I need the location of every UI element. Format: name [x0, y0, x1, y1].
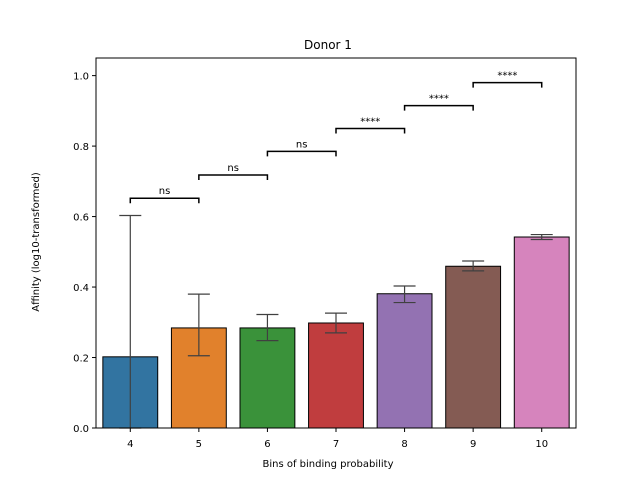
bar-8 [376, 293, 433, 429]
significance-bracket-8-9 [403, 104, 474, 111]
x-tick-label-10: 10 [535, 439, 548, 450]
x-tick-label-6: 6 [264, 439, 270, 450]
significance-bracket-7-8 [335, 127, 406, 134]
significance-label-4-5: ns [159, 186, 171, 197]
significance-bracket-5-6 [198, 174, 269, 180]
x-tick-label-4: 4 [127, 439, 133, 450]
significance-bracket-9-10 [472, 81, 543, 88]
x-tick-label-5: 5 [196, 439, 202, 450]
y-tick-label-0.6: 0.6 [73, 213, 89, 224]
bar-9 [445, 265, 502, 429]
significance-bracket-6-7 [266, 150, 337, 157]
y-tick-label-0.8: 0.8 [73, 142, 89, 153]
y-tick-label-0.0: 0.0 [73, 424, 89, 435]
significance-bracket-4-5 [129, 197, 200, 204]
x-axis-label: Bins of binding probability [263, 459, 394, 470]
chart-title: Donor 1 [304, 38, 352, 52]
significance-label-5-6: ns [227, 163, 239, 174]
y-tick-label-0.2: 0.2 [73, 354, 89, 365]
y-tick-label-1.0: 1.0 [73, 72, 89, 83]
bar-10 [513, 236, 570, 429]
axes-frame [95, 57, 577, 429]
y-axis-label: Affinity (log10-transformed) [31, 172, 42, 312]
significance-label-8-9: **** [429, 94, 449, 105]
significance-label-6-7: ns [296, 139, 308, 150]
plot-area: 4 5 6 7 8 9 10 0.0 0.2 0.4 0.6 0.8 1.0 ns ns ns **** ****… [73, 57, 577, 450]
x-tick-label-8: 8 [401, 439, 407, 450]
significance-label-9-10: **** [497, 71, 517, 82]
x-tick-label-7: 7 [333, 439, 339, 450]
significance-label-7-8: **** [360, 116, 380, 127]
bar-7 [308, 322, 364, 429]
x-tick-label-9: 9 [470, 439, 476, 450]
bar-6 [239, 327, 296, 429]
y-tick-label-0.4: 0.4 [73, 283, 89, 294]
